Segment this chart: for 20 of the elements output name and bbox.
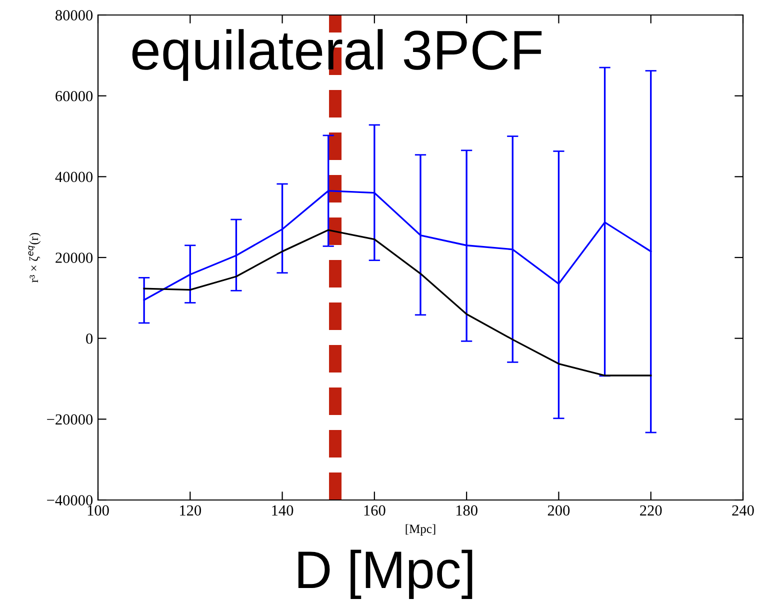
- x-tick-label: 120: [180, 505, 202, 516]
- y-tick-label: 0: [86, 333, 93, 344]
- x-tick-label: 240: [732, 505, 754, 516]
- line-series: [143, 229, 652, 376]
- y-tick-label: 60000: [56, 90, 93, 102]
- y-tick-label: 40000: [55, 172, 93, 182]
- x-tick-label: 220: [640, 505, 662, 516]
- x-axis-title: [Mpc]: [406, 524, 436, 536]
- x-tick-label: 200: [548, 505, 570, 516]
- y-tick-label: 80000: [56, 10, 93, 20]
- y-tick-label: −20000: [47, 414, 93, 425]
- chart-title: equilateral 3PCF: [132, 29, 542, 81]
- y-axis-title: r³ × ζ$^{eq}$(r): [28, 232, 41, 282]
- x-tick-label: 180: [456, 505, 478, 516]
- y-tick-label: −40000: [47, 495, 93, 506]
- x-tick-label: 140: [272, 505, 294, 516]
- x-tick-label: 160: [364, 505, 386, 516]
- text: D [Mpc]: [298, 550, 472, 599]
- y-tick-label: 20000: [56, 252, 93, 263]
- x-tick-label: 100: [88, 505, 109, 516]
